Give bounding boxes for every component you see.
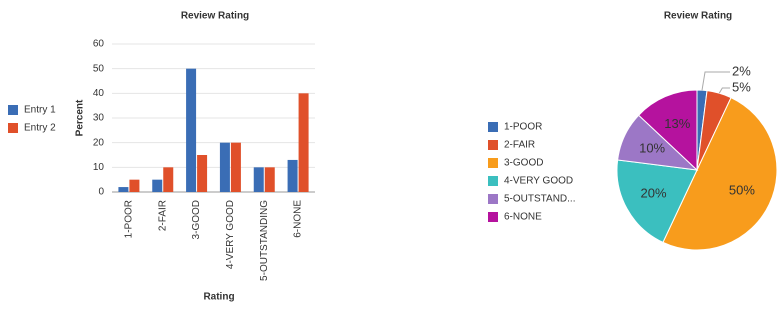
x-tick-label: 4-VERY GOOD [225,200,236,269]
bar [152,179,163,192]
legend-label: Entry 1 [24,105,56,116]
bar [163,167,174,192]
slice-label: 50% [729,183,755,198]
pie-slice [637,89,698,172]
slice-label: 20% [641,185,667,200]
slice-label: 5% [732,79,751,94]
legend-swatch [8,123,18,133]
legend-swatch [488,212,498,222]
slice-label: 10% [639,140,665,155]
bar [287,159,298,192]
bar [186,68,197,192]
leader-line [701,71,730,91]
bar [129,179,140,192]
bar [118,187,129,192]
y-tick-label: 40 [93,88,105,99]
x-tick-label: 2-FAIR [157,200,168,231]
legend-swatch [488,194,498,204]
x-axis-label: Rating [203,292,234,303]
legend-swatch [488,158,498,168]
pie-slice [616,159,698,244]
pie-slice [662,96,778,251]
y-tick-label: 30 [93,113,105,124]
slice-label: 13% [664,116,690,131]
legend-swatch [488,140,498,150]
y-tick-label: 0 [98,187,104,198]
bar [230,142,241,192]
legend-label: 6-NONE [504,212,542,223]
bar [253,167,264,192]
legend-label: 1-POOR [504,122,542,133]
legend-label: Entry 2 [24,123,56,134]
legend-label: 2-FAIR [504,140,535,151]
legend-label: 4-VERY GOOD [504,176,573,187]
legend-swatch [488,122,498,132]
legend-swatch [8,105,18,115]
bar [219,142,230,192]
legend-label: 3-GOOD [504,158,543,169]
x-tick-label: 5-OUTSTANDING [259,200,270,281]
y-axis-label: Percent [75,99,86,136]
x-tick-label: 6-NONE [293,200,304,238]
bar [298,93,309,192]
bar [264,167,275,192]
legend-swatch [488,176,498,186]
slice-label: 2% [732,63,751,78]
leader-line [718,87,730,94]
chart-title: Review Rating [664,11,732,22]
y-tick-label: 20 [93,137,105,148]
x-tick-label: 1-POOR [124,200,135,238]
legend-label: 5-OUTSTAND... [504,194,575,205]
y-tick-label: 50 [93,63,105,74]
y-tick-label: 10 [93,162,105,173]
x-tick-label: 3-GOOD [191,200,202,239]
y-tick-label: 60 [93,39,105,50]
bar [197,155,208,192]
chart-title: Review Rating [181,11,249,22]
